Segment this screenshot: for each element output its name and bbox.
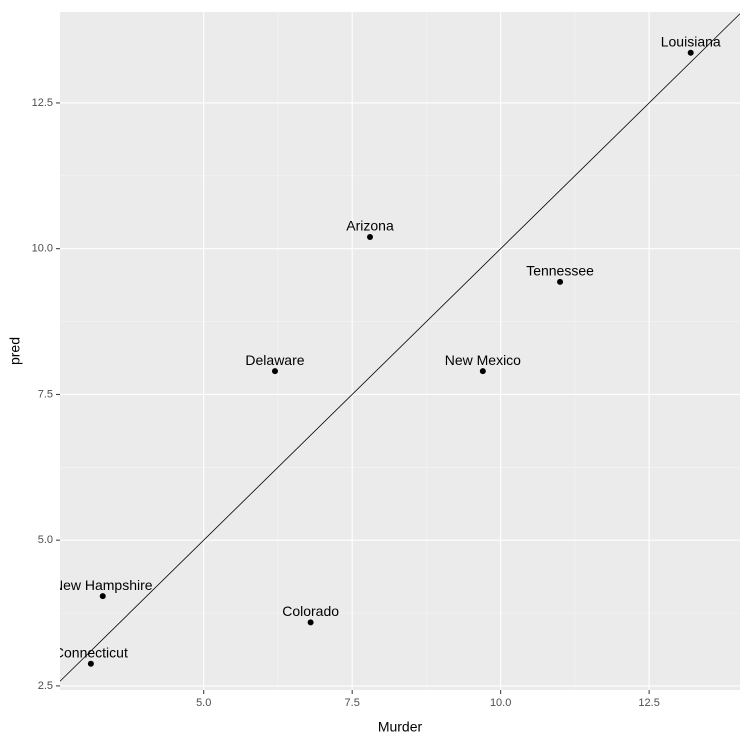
x-tick-label: 12.5	[638, 697, 659, 709]
x-tick-label: 10.0	[490, 697, 511, 709]
point-label: Delaware	[245, 352, 304, 368]
grid	[60, 12, 740, 690]
y-tick-label: 2.5	[38, 680, 53, 692]
x-axis-title: Murder	[378, 719, 423, 735]
point-label: New Hampshire	[53, 577, 153, 593]
point-label: Connecticut	[54, 644, 128, 660]
y-tick-label: 10.0	[32, 243, 53, 255]
point	[271, 368, 278, 375]
reference-line	[60, 13, 740, 682]
point	[87, 660, 94, 667]
axes: 5.0 7.5 10.0 12.5 2.5 5.0 7.5 10.0 12.5	[32, 97, 660, 709]
point-label: Arizona	[346, 218, 394, 234]
plot-area: Louisiana Arizona Tennessee Delaware New Mex…	[53, 13, 740, 682]
x-tick-label: 5.0	[196, 697, 211, 709]
point-label: Louisiana	[661, 34, 721, 50]
y-tick-label: 7.5	[38, 388, 53, 400]
point-label: Colorado	[282, 603, 339, 619]
point-label: New Mexico	[445, 352, 521, 368]
point	[557, 278, 564, 285]
point	[99, 593, 106, 600]
x-tick-label: 7.5	[345, 697, 360, 709]
point	[307, 619, 314, 626]
point	[687, 49, 694, 56]
point	[367, 234, 374, 241]
y-tick-label: 12.5	[32, 97, 53, 109]
y-tick-label: 5.0	[38, 534, 53, 546]
point-label: Tennessee	[526, 263, 594, 279]
y-axis-title: pred	[7, 337, 23, 365]
point	[479, 368, 486, 375]
